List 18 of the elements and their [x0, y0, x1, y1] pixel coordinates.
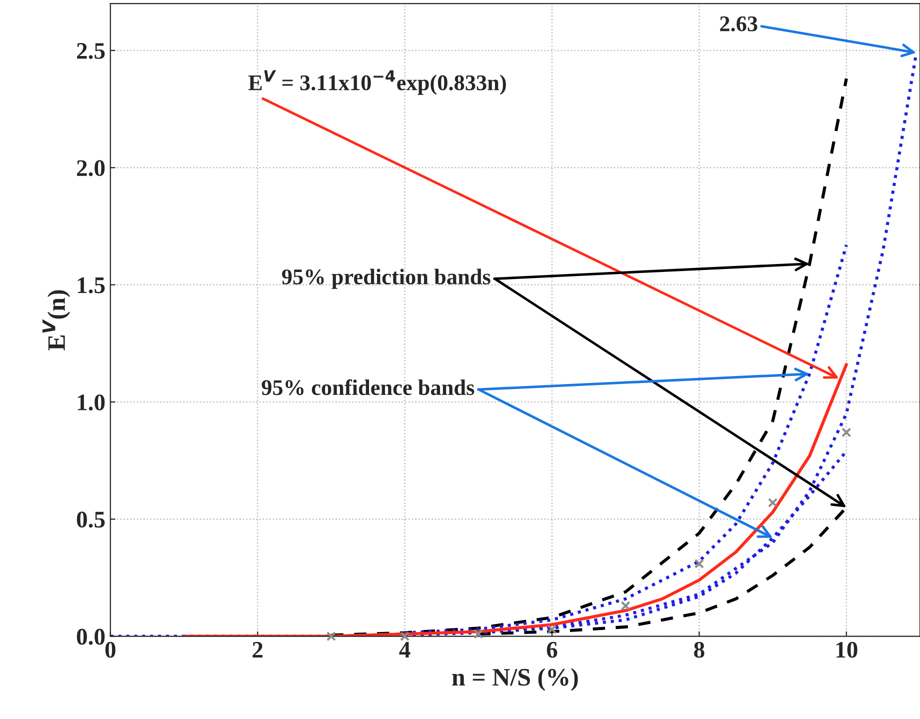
annotation: 2.63: [720, 16, 758, 32]
y-tick-label: 2.0: [77, 160, 105, 176]
y-tick-label: 0.0: [76, 628, 105, 645]
annotation: 95% confidence bands: [262, 379, 474, 396]
x-tick-label: 6: [546, 642, 558, 658]
x-tick-label: 4: [399, 642, 410, 658]
y-tick-label: 0.5: [76, 512, 105, 528]
y-tick-label: 1.0: [78, 394, 105, 410]
annotation: E$^{V}$ = 3.11x10$^{−4}$exp(0.833n): [248, 70, 506, 95]
x-axis-title: n = N/S (%): [452, 668, 578, 691]
x-tick-label: 10: [836, 642, 858, 658]
x-tick-label: 8: [694, 642, 704, 658]
x-tick-label: 0: [105, 642, 116, 658]
x-tick-label: 2: [252, 642, 262, 658]
y-tick-label: 2.5: [77, 43, 105, 59]
y-tick-label: 1.5: [78, 277, 105, 294]
annotation: 95% prediction bands: [282, 268, 490, 289]
y-axis-title: E$^{V}$(n): [42, 290, 70, 350]
